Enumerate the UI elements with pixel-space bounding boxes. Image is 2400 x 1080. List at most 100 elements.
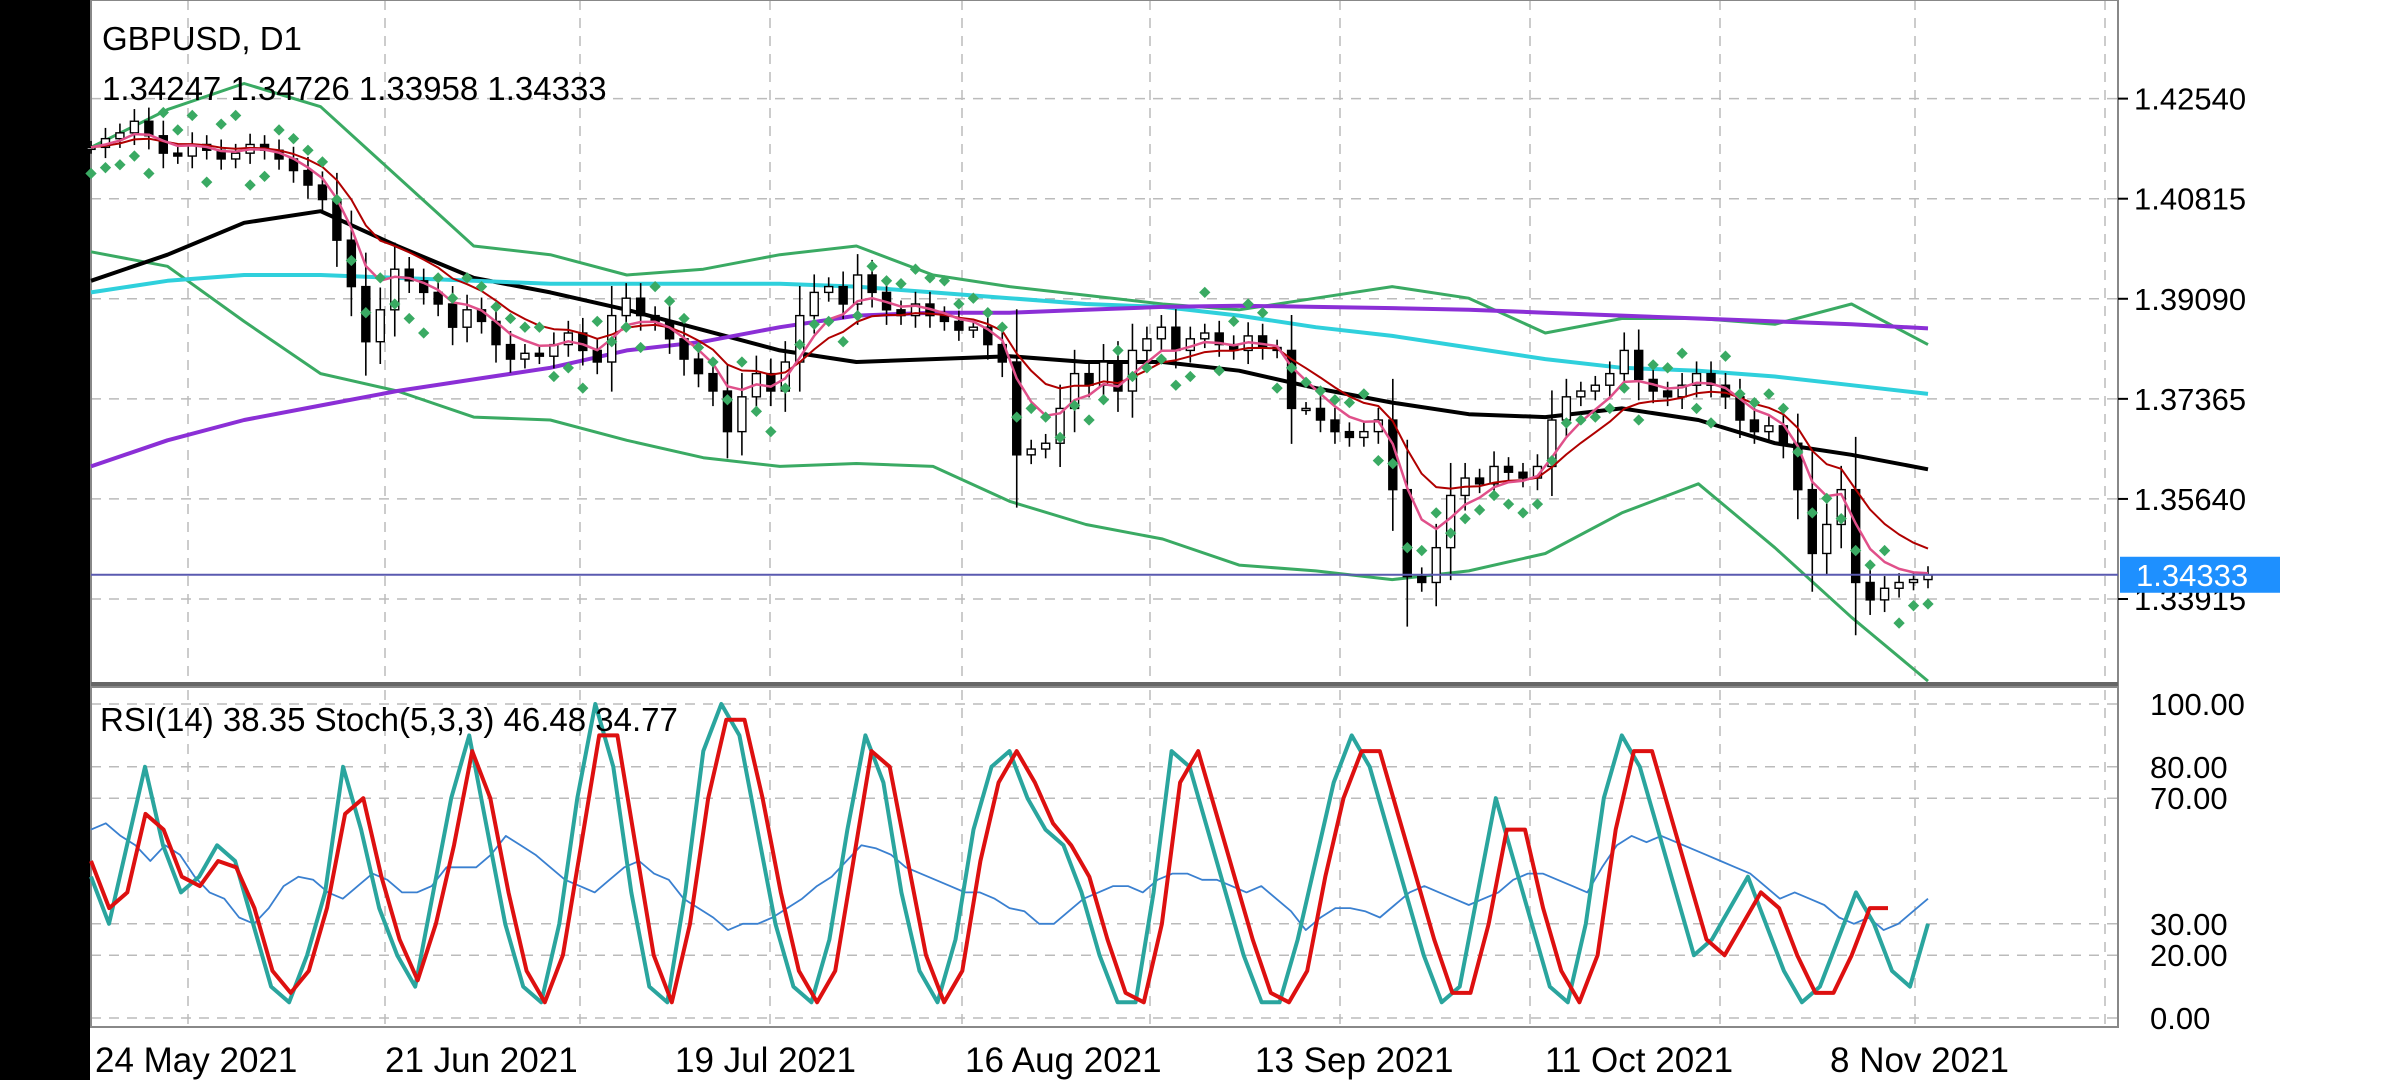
sar-dot	[215, 118, 227, 130]
candle-body	[505, 343, 516, 360]
candle-body	[129, 120, 140, 134]
sar-dot	[1459, 512, 1471, 525]
osc-y-tick-label: 20.00	[2150, 938, 2228, 973]
candle-body	[1156, 326, 1167, 340]
x-tick-label: 21 Jun 2021	[385, 1041, 578, 1080]
sar-dot	[577, 382, 589, 394]
sar-dot	[99, 162, 112, 174]
sar-dot	[880, 275, 893, 287]
price-panel[interactable]	[85, 82, 1934, 683]
y-tick-label: 1.37365	[2134, 382, 2246, 417]
sar-dot	[634, 341, 647, 354]
candle-body	[910, 303, 921, 317]
rsi-line	[90, 822, 1929, 931]
sar-dot	[1126, 370, 1139, 383]
sar-dot	[1213, 365, 1225, 377]
candle-body	[1214, 332, 1224, 346]
candle-body	[823, 285, 834, 294]
candle-body	[635, 297, 646, 317]
sar-dot	[128, 150, 141, 162]
sar-dot	[794, 338, 806, 351]
candle-body	[303, 169, 313, 186]
candle-body	[722, 390, 733, 433]
candle-body	[1012, 361, 1022, 456]
candle-body	[404, 268, 414, 282]
indicator-values: RSI(14) 38.35 Stoch(5,3,3) 46.48 34.77	[100, 701, 678, 738]
sar-dot	[996, 321, 1008, 333]
sar-dot	[1850, 544, 1862, 557]
sar-dot	[924, 272, 936, 284]
sar-dot	[1416, 544, 1428, 557]
left-black-bar	[0, 0, 90, 1080]
sar-dot	[1300, 376, 1312, 388]
sar-dot	[1907, 600, 1920, 612]
x-tick-label: 13 Sep 2021	[1255, 1041, 1454, 1080]
candle-body	[1431, 546, 1441, 584]
sar-dot	[1040, 411, 1052, 423]
sar-dot	[360, 307, 372, 319]
candle-body	[766, 372, 776, 392]
sar-dot	[1025, 402, 1037, 415]
candle-body	[838, 285, 848, 305]
sar-dot	[1271, 382, 1283, 394]
sar-dot	[1285, 362, 1298, 374]
sar-dot	[201, 176, 213, 188]
sar-dot	[548, 370, 560, 383]
oscillator-panel[interactable]	[89, 702, 1930, 1005]
sar-dot	[1083, 414, 1095, 426]
sar-dot	[1473, 504, 1486, 516]
sar-dot	[808, 318, 820, 330]
chart-frame	[90, 0, 2119, 1028]
candle-body	[1561, 396, 1572, 421]
sar-dot	[1575, 414, 1587, 426]
candle-body	[1402, 488, 1412, 578]
ohlc-values: 1.34247 1.34726 1.33958 1.34333	[102, 70, 607, 107]
sar-dot	[229, 109, 242, 122]
sar-dot	[1690, 402, 1703, 415]
sar-dot	[1256, 307, 1269, 319]
candle-body	[708, 372, 718, 392]
sar-dot	[663, 295, 676, 307]
sar-dot	[461, 272, 473, 284]
candle-body	[447, 303, 458, 328]
sar-dot	[244, 179, 256, 191]
candle-body	[1055, 407, 1065, 444]
candle-body	[1315, 407, 1326, 421]
sar-dot	[1777, 402, 1790, 415]
candle-body	[1113, 361, 1123, 392]
candle-body	[809, 291, 819, 317]
sar-dot	[1835, 512, 1847, 525]
sar-dot	[374, 272, 386, 284]
candle-body	[390, 268, 400, 311]
sar-dot	[331, 193, 343, 206]
candle-body	[1301, 407, 1311, 412]
candle-body	[1590, 384, 1601, 392]
sar-dot	[1488, 489, 1500, 502]
candle-body	[1865, 581, 1875, 601]
sar-dot	[345, 254, 358, 267]
osc-y-tick-label: 80.00	[2150, 750, 2228, 785]
sar-dot	[1705, 417, 1717, 429]
candle-body	[1576, 390, 1586, 398]
sar-dot	[418, 327, 430, 339]
sar-dot	[823, 315, 835, 328]
sar-dot	[1430, 507, 1442, 519]
x-tick-label: 11 Oct 2021	[1545, 1041, 1733, 1080]
candle-body	[173, 152, 183, 157]
candle-body	[737, 396, 747, 433]
ema-red-line	[90, 137, 1929, 550]
candle-body	[968, 326, 979, 331]
sar-dot	[678, 312, 690, 325]
candle-body	[852, 274, 863, 305]
candle-body	[433, 291, 443, 305]
sar-dot	[302, 144, 314, 156]
candle-body	[1518, 471, 1528, 479]
sar-dot	[866, 260, 878, 272]
sar-dot	[750, 405, 763, 417]
sar-dot	[1864, 559, 1876, 571]
candle-body	[1879, 587, 1890, 601]
sar-dot	[1922, 598, 1934, 610]
ema-pink-line	[90, 132, 1929, 575]
sar-dot	[909, 263, 922, 275]
